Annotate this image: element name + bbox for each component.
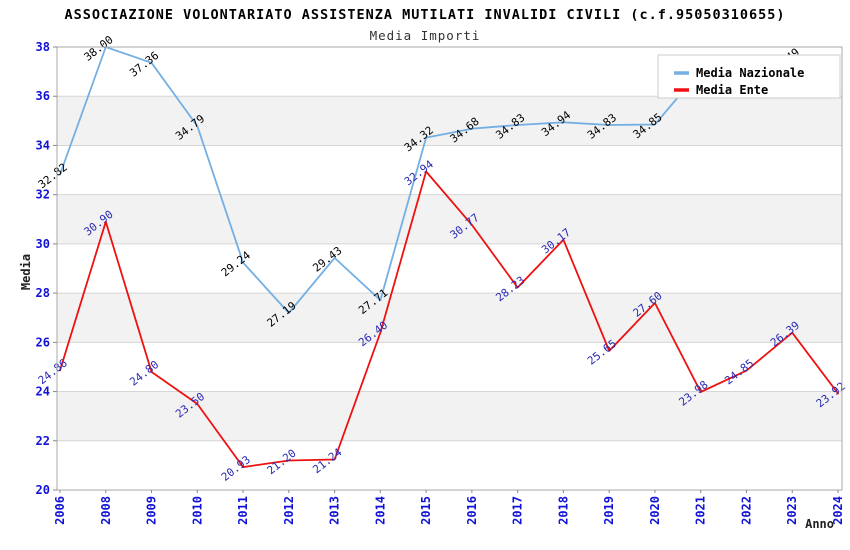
x-tick-label: 2009 (145, 496, 159, 525)
y-tick-label: 26 (36, 335, 50, 349)
y-tick-label: 28 (36, 286, 50, 300)
y-tick-labels: 20 22 24 26 28 30 32 34 36 38 (36, 40, 50, 497)
x-tick-label: 2015 (419, 496, 433, 525)
y-tick-label: 30 (36, 237, 50, 251)
plot-border (56, 46, 843, 491)
legend-label-media-nazionale: Media Nazionale (696, 66, 804, 80)
legend: Media Nazionale Media Ente (657, 54, 841, 99)
y-tick-label: 36 (36, 89, 50, 103)
x-axis-title: Anno (805, 517, 834, 531)
plot-band (57, 96, 842, 146)
y-axis-title: Media (19, 254, 33, 290)
legend-label-media-ente: Media Ente (696, 83, 768, 97)
chart-subtitle: Media Importi (370, 28, 481, 43)
series-line-media-nazionale (59, 46, 794, 314)
x-tick-label: 2021 (694, 496, 708, 525)
chart-title: ASSOCIAZIONE VOLONTARIATO ASSISTENZA MUT… (64, 7, 785, 23)
plot-band (57, 194, 842, 244)
plot-bands (57, 47, 842, 490)
y-tick-label: 22 (36, 434, 50, 448)
x-tick-label: 2008 (99, 496, 113, 525)
x-tick-label: 2013 (328, 496, 342, 525)
plot-band (57, 293, 842, 343)
x-tick-label: 2020 (648, 496, 662, 525)
y-tick-label: 20 (36, 483, 50, 497)
y-tick-label: 34 (36, 138, 50, 152)
x-tick-label: 2024 (831, 496, 845, 525)
x-tick-label: 2014 (373, 496, 387, 525)
x-tick-label: 2022 (740, 496, 754, 525)
x-tick-label: 2010 (190, 496, 204, 525)
y-tick-label: 38 (36, 40, 50, 54)
plot-band (57, 391, 842, 441)
series-line-media-ente (59, 170, 839, 469)
x-tick-label: 2018 (556, 496, 570, 525)
x-tick-label: 2012 (282, 496, 296, 525)
axis-ticks (53, 46, 839, 493)
series-lines (59, 46, 839, 469)
y-tick-label: 24 (36, 385, 50, 399)
x-tick-label: 2006 (53, 496, 67, 525)
x-tick-label: 2016 (465, 496, 479, 525)
x-tick-label: 2023 (785, 496, 799, 525)
x-tick-labels: 2006 2008 2009 2010 2011 2012 2013 2014 2015 2016… (53, 496, 845, 525)
x-tick-label: 2011 (236, 496, 250, 525)
grid-lines (57, 46, 842, 491)
x-tick-label: 2019 (602, 496, 616, 525)
x-tick-label: 2017 (511, 496, 525, 525)
y-tick-label: 32 (36, 188, 50, 202)
